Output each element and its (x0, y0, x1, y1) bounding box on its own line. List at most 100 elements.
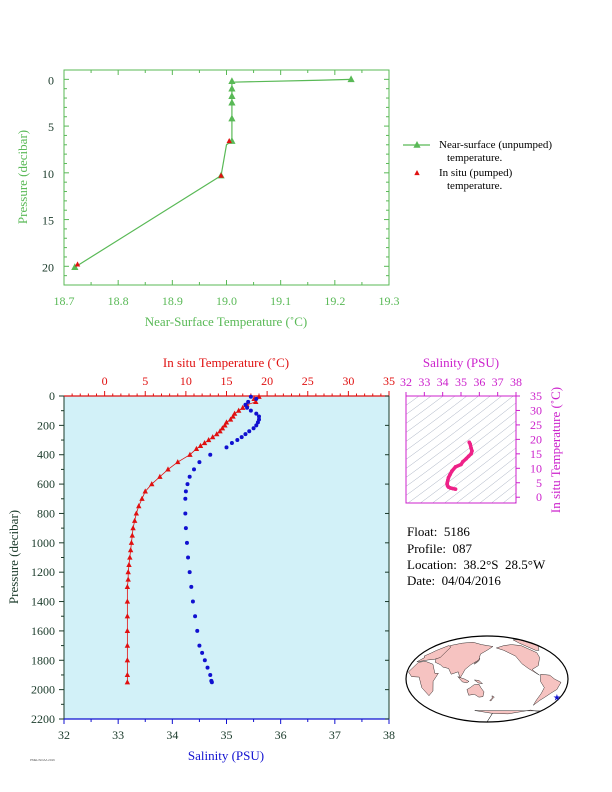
temperature-point (136, 503, 142, 509)
ts-temperature-tick-label: 30 (530, 403, 542, 417)
salinity-point (209, 680, 214, 685)
density-contour (406, 396, 514, 478)
ts-point (450, 486, 455, 491)
pressure-tick-label: 200 (37, 418, 55, 432)
temperature-point (131, 517, 138, 523)
salinity-point (200, 650, 205, 655)
temperature-point (157, 473, 163, 479)
map-land-indonesia (457, 676, 470, 684)
temperature-point (125, 576, 131, 582)
map-land-asia (434, 642, 494, 679)
near-surface-point (228, 84, 236, 92)
density-contour (406, 396, 479, 451)
ts-point (448, 472, 452, 477)
profile-plot-area (63, 395, 390, 720)
near-surface-x-axis-label: Near-Surface Temperature (˚C) (145, 314, 307, 329)
salinity-point (187, 570, 192, 575)
near-surface-x-ticks: 18.7 18.8 18.9 19.0 19.1 19.2 19.3 (54, 70, 400, 308)
profile-label: Profile: (407, 541, 446, 556)
ts-salinity-tick-label: 38 (510, 375, 522, 389)
in-situ-point (74, 261, 81, 267)
temperature-point (124, 627, 131, 634)
salinity-point (184, 540, 189, 545)
profile-salinity-axis-label: Salinity (PSU) (188, 748, 264, 763)
ts-salinity-tick-label: 37 (492, 375, 504, 389)
temperature-point (124, 613, 131, 619)
y-tick-label: 20 (42, 260, 54, 274)
location-map: ★ (405, 635, 569, 723)
density-contour (491, 483, 516, 503)
legend-label-in-situ: In situ (pumped) temperature. (439, 167, 513, 192)
density-contour (456, 456, 516, 503)
density-contour (432, 438, 516, 503)
legend-label-near-surface-line: temperature. (447, 152, 503, 164)
ts-point (450, 469, 454, 473)
temperature-point (230, 413, 236, 419)
salinity-point (254, 396, 259, 401)
salinity-point (187, 474, 192, 479)
salinity-tick-label: 37 (329, 728, 341, 742)
ts-temperature-tick-label: 10 (530, 461, 542, 475)
map-land-south-america (533, 674, 562, 706)
salinity-point (248, 394, 253, 399)
ts-salinity-tick-label: 34 (437, 375, 449, 389)
near-surface-point (71, 263, 79, 271)
map-land-europe (416, 645, 452, 662)
salinity-tick-label: 35 (221, 728, 233, 742)
salinity-point (202, 658, 207, 663)
salinity-point (255, 420, 260, 425)
density-contour (444, 447, 516, 503)
salinity-point (186, 555, 191, 560)
density-contour (406, 411, 516, 496)
temperature-point (124, 671, 131, 678)
ts-point (459, 462, 463, 467)
map-land-north-america (495, 644, 540, 676)
pressure-tick-label: 2200 (31, 712, 55, 726)
y-tick-label: 15 (42, 214, 54, 228)
temperature-point (214, 431, 220, 437)
float-value: 5186 (443, 524, 470, 539)
location-value: 38.2°S 28.5°W (463, 557, 546, 572)
footer-credit: PMEL/NOAA 2016 (30, 758, 55, 762)
salinity-point (243, 402, 248, 407)
ts-temperature-tick-label: 25 (530, 418, 542, 432)
profile-pressure-axis-label: Pressure (decibar) (6, 510, 21, 604)
temperature-tick-label: 25 (302, 374, 314, 388)
temperature-tick-label: 30 (342, 374, 354, 388)
ts-point (446, 475, 451, 480)
density-contour (479, 474, 516, 503)
salinity-point (251, 426, 256, 431)
density-contour (406, 396, 503, 469)
date-line: Date: 04/04/2016 (407, 573, 501, 589)
pressure-tick-label: 400 (37, 448, 55, 462)
temperature-point (222, 422, 228, 428)
near-surface-point (228, 98, 236, 106)
salinity-point (197, 643, 202, 648)
x-tick-label: 18.7 (54, 294, 75, 308)
ts-density-contours (401, 260, 526, 503)
temperature-point (187, 451, 193, 457)
map-land-australia (466, 684, 485, 698)
salinity-point (245, 405, 250, 410)
temperature-point (124, 583, 131, 589)
temperature-point (127, 554, 133, 560)
legend-marker-in-situ (414, 170, 420, 176)
pressure-tick-label: 1200 (31, 565, 55, 579)
temperature-point (124, 642, 131, 648)
ts-plot-area (406, 396, 516, 503)
temperature-point (235, 407, 242, 413)
temperature-point (126, 561, 132, 567)
ts-point (453, 487, 458, 491)
map-land-japan (473, 658, 481, 665)
near-surface-chart: 18.7 18.8 18.9 19.0 19.1 19.2 19.3 0 5 10 15 20 Ne… (15, 69, 552, 329)
salinity-tick-label: 32 (58, 728, 70, 742)
salinity-point (192, 467, 196, 472)
temperature-point (129, 532, 135, 538)
salinity-point (224, 445, 229, 450)
in-situ-point (226, 138, 232, 144)
temperature-point (227, 416, 234, 422)
ts-series (445, 440, 474, 491)
density-contour (401, 260, 526, 355)
map-land-africa (408, 661, 439, 697)
